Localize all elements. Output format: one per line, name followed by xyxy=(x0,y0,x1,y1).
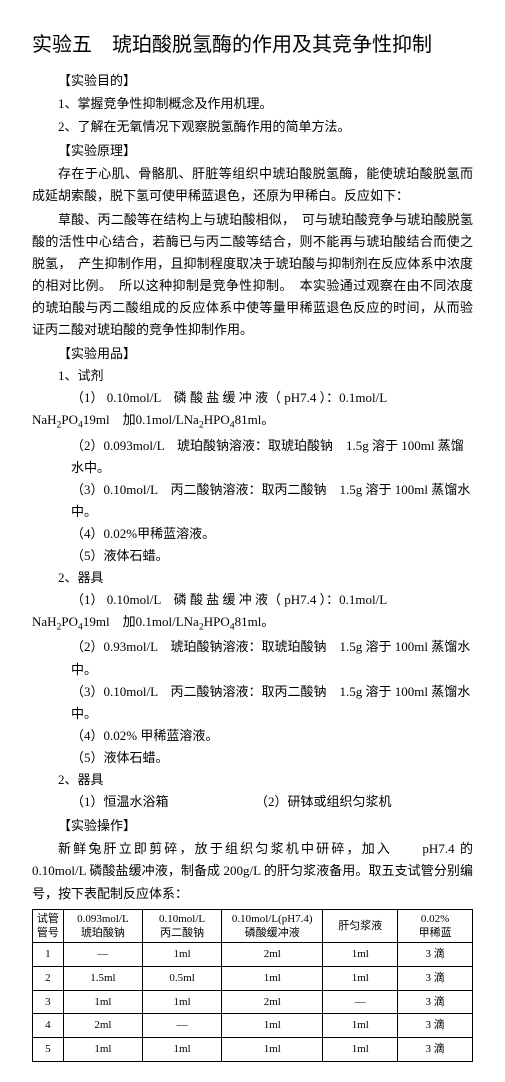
table-header-row: 试管管号 0.093mol/L琥珀酸钠 0.10mol/L丙二酸钠 0.10mo… xyxy=(33,909,473,943)
ware-row: （1）恒温水浴箱 （2）研钵或组织匀浆机 xyxy=(71,791,473,813)
table-header: 试管管号 xyxy=(33,909,64,943)
procedure-heading: 【实验操作】 xyxy=(58,815,473,837)
ware-2-2: （2）研钵或组织匀浆机 xyxy=(255,794,392,809)
table-row: 3 1ml 1ml 2ml — 3 滴 xyxy=(33,990,473,1014)
purpose-item-2: 2、了解在无氧情况下观察脱氢酶作用的简单方法。 xyxy=(58,116,473,138)
principle-para-2: 草酸、丙二酸等在结构上与琥珀酸相似， 可与琥珀酸竞争与琥珀酸脱氢酸的活性中心结合… xyxy=(32,209,473,342)
table-header: 肝匀浆液 xyxy=(323,909,398,943)
table-header: 0.10mol/L(pH7.4)磷酸缓冲液 xyxy=(222,909,323,943)
reagent-1-2: （2）0.093mol/L 琥珀酸钠溶液：取琥珀酸钠 1.5g 溶于 100ml… xyxy=(71,435,473,479)
reagent-2-5: （5）液体石蜡。 xyxy=(71,747,473,769)
reagent-1-4: （4）0.02%甲稀蓝溶液。 xyxy=(71,523,473,545)
purpose-item-1: 1、掌握竞争性抑制概念及作用机理。 xyxy=(58,93,473,115)
reagent-2-2: （2）0.93mol/L 琥珀酸钠溶液：取琥珀酸钠 1.5g 溶于 100ml … xyxy=(71,636,473,680)
reagent-1-1: （1） 0.10mol/L 磷 酸 盐 缓 冲 液（ pH7.4 ）：0.1mo… xyxy=(32,387,473,434)
table-row: 1 — 1ml 2ml 1ml 3 滴 xyxy=(33,943,473,967)
principle-heading: 【实验原理】 xyxy=(58,140,473,162)
reagent-heading-1: 1、试剂 xyxy=(58,365,473,387)
reagent-2-4: （4）0.02% 甲稀蓝溶液。 xyxy=(71,725,473,747)
ware-2-1: （1）恒温水浴箱 xyxy=(71,794,169,809)
procedure-para-1: 新鲜兔肝立即剪碎，放于组织匀浆机中研碎，加入 pH7.4 的 0.10mol/L… xyxy=(32,838,473,904)
reaction-table: 试管管号 0.093mol/L琥珀酸钠 0.10mol/L丙二酸钠 0.10mo… xyxy=(32,909,473,1062)
reagent-2-1: （1） 0.10mol/L 磷 酸 盐 缓 冲 液（ pH7.4 ）：0.1mo… xyxy=(32,589,473,636)
purpose-heading: 【实验目的】 xyxy=(58,70,473,92)
reagent-2-3: （3）0.10mol/L 丙二酸钠溶液：取丙二酸钠 1.5g 溶于 100ml … xyxy=(71,681,473,725)
principle-para-1: 存在于心肌、骨骼肌、肝脏等组织中琥珀酸脱氢酶，能使琥珀酸脱氢而成延胡索酸，脱下氢… xyxy=(32,163,473,207)
table-row: 2 1.5ml 0.5ml 1ml 1ml 3 滴 xyxy=(33,966,473,990)
reagent-1-5: （5）液体石蜡。 xyxy=(71,545,473,567)
reagent-1-3: （3）0.10mol/L 丙二酸钠溶液：取丙二酸钠 1.5g 溶于 100ml … xyxy=(71,479,473,523)
table-row: 5 1ml 1ml 1ml 1ml 3 滴 xyxy=(33,1037,473,1061)
table-header: 0.02%甲稀蓝 xyxy=(398,909,473,943)
ware-heading-2: 2、器具 xyxy=(58,769,473,791)
ware-heading-1: 2、器具 xyxy=(58,567,473,589)
table-header: 0.093mol/L琥珀酸钠 xyxy=(63,909,142,943)
page-title: 实验五 琥珀酸脱氢酶的作用及其竞争性抑制 xyxy=(32,28,473,62)
table-header: 0.10mol/L丙二酸钠 xyxy=(142,909,221,943)
table-row: 4 2ml — 1ml 1ml 3 滴 xyxy=(33,1014,473,1038)
supplies-heading: 【实验用品】 xyxy=(58,343,473,365)
table-body: 1 — 1ml 2ml 1ml 3 滴 2 1.5ml 0.5ml 1ml 1m… xyxy=(33,943,473,1061)
